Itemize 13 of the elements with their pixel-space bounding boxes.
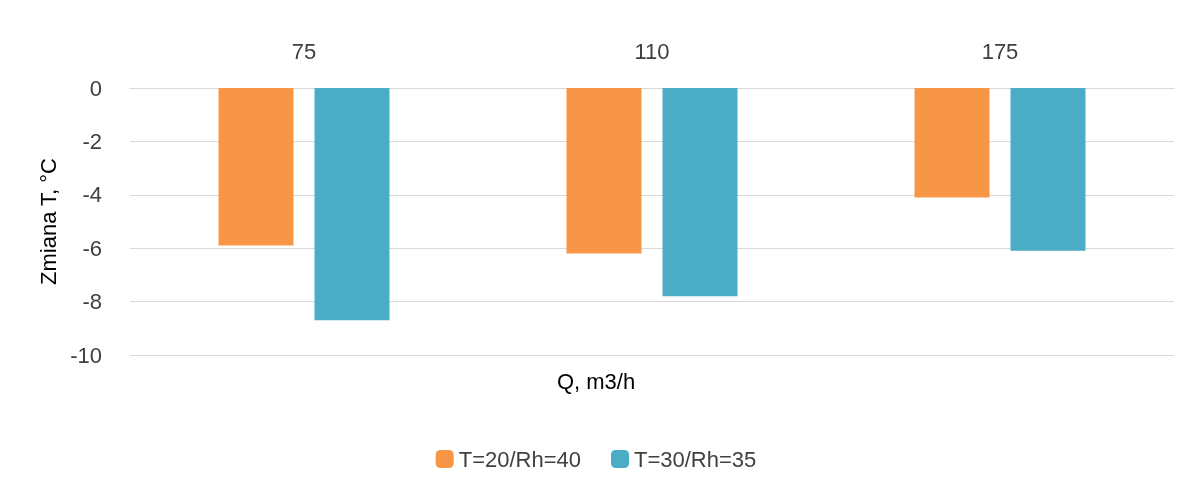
y-tick-label: -6	[82, 235, 102, 261]
y-tick-label: -4	[82, 182, 102, 208]
legend-label: T=20/Rh=40	[458, 446, 581, 472]
y-tick-label: -2	[82, 128, 102, 154]
x-tick-label: 75	[291, 38, 317, 64]
y-axis-title: Zmiana T, °C	[35, 157, 61, 285]
y-tick-label: -10	[70, 342, 102, 368]
x-axis-title: Q, m3/h	[556, 368, 636, 394]
y-tick-label: -8	[82, 289, 102, 315]
x-tick-label: 175	[981, 38, 1019, 64]
legend-label: T=30/Rh=35	[634, 446, 757, 472]
y-tick-label: 0	[89, 75, 102, 101]
x-tick-label: 110	[634, 38, 670, 64]
